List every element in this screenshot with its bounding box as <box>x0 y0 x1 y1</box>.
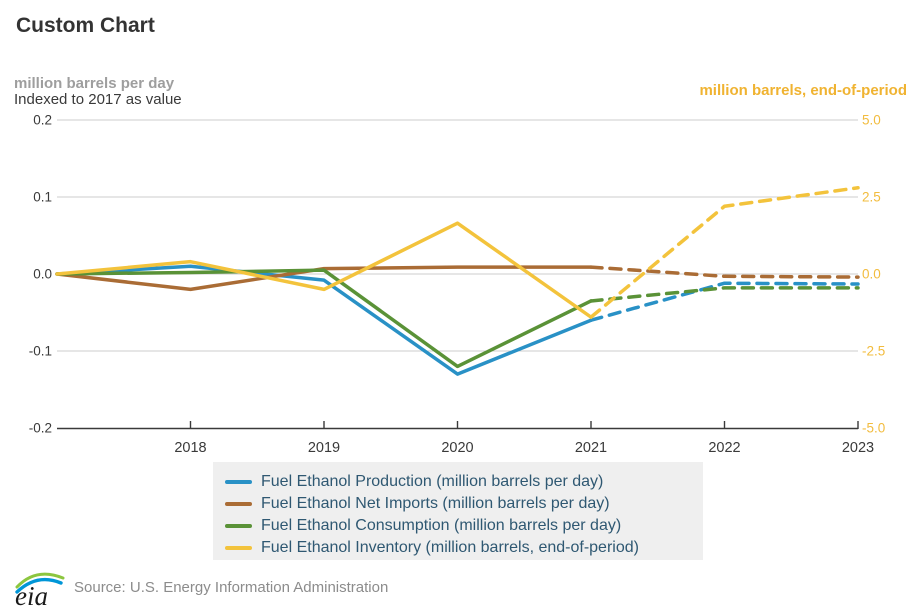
legend-item-net-imports[interactable]: Fuel Ethanol Net Imports (million barrel… <box>225 493 693 515</box>
left-axis-tick-label: -0.2 <box>29 421 52 436</box>
right-axis-tick-label: -2.5 <box>862 344 885 359</box>
page-title: Custom Chart <box>16 14 155 37</box>
chart-area: 2018 2019 2020 2021 2022 2023 0.2 0.1 0.0 -0.1 -0.… <box>29 113 886 457</box>
legend-label: Fuel Ethanol Net Imports (million barrel… <box>261 495 610 512</box>
series-line-net-imports-projection <box>589 265 860 279</box>
chart-legend: Fuel Ethanol Production (million barrels… <box>213 462 703 560</box>
legend-label: Fuel Ethanol Production (million barrels… <box>261 473 604 490</box>
right-axis-tick-label: 5.0 <box>862 113 881 128</box>
series-line-consumption-history <box>55 268 593 369</box>
footer: eia Source: U.S. Energy Information Admi… <box>14 566 388 608</box>
left-axis-header: million barrels per day Indexed to 2017 … <box>14 76 182 108</box>
net-imports-line-swatch <box>225 502 252 506</box>
series-line-inventory-projection <box>589 186 860 319</box>
legend-label: Fuel Ethanol Inventory (million barrels,… <box>261 539 639 556</box>
series-line-inventory-history <box>55 221 593 319</box>
x-tick-label: 2020 <box>441 440 473 456</box>
x-tick-label: 2021 <box>575 440 607 456</box>
eia-logo-green-arc <box>15 572 65 589</box>
series-line-consumption-projection <box>589 286 860 303</box>
left-axis-unit-label: million barrels per day <box>14 75 175 92</box>
line-chart: 2018 2019 2020 2021 2022 2023 0.2 0.1 0.0 -0.1 -0.… <box>29 113 886 457</box>
right-axis-tick-label: 0.0 <box>862 267 881 282</box>
legend-item-inventory[interactable]: Fuel Ethanol Inventory (million barrels,… <box>225 537 693 559</box>
left-axis-tick-label: 0.1 <box>33 190 52 205</box>
left-axis-tick-label: -0.1 <box>29 344 52 359</box>
source-text: Source: U.S. Energy Information Administ… <box>74 578 389 596</box>
series-line-production-projection <box>589 281 860 322</box>
legend-label: Fuel Ethanol Consumption (million barrel… <box>261 517 622 534</box>
legend-item-production[interactable]: Fuel Ethanol Production (million barrels… <box>225 471 693 493</box>
production-line-swatch <box>225 480 252 484</box>
eia-logo-blue-arc <box>15 577 63 594</box>
eia-logo-text: eia <box>15 581 48 608</box>
left-axis-sub-label: Indexed to 2017 as value <box>14 91 182 108</box>
inventory-line-swatch <box>225 546 252 550</box>
eia-logo: eia <box>15 572 65 608</box>
right-axis-tick-label: -5.0 <box>862 421 885 436</box>
legend-item-consumption[interactable]: Fuel Ethanol Consumption (million barrel… <box>225 515 693 537</box>
x-tick-label: 2019 <box>308 440 340 456</box>
right-axis-unit-label: million barrels, end-of-period <box>699 82 907 99</box>
left-axis-tick-label: 0.0 <box>33 267 52 282</box>
x-tick-label: 2023 <box>842 440 874 456</box>
left-axis-tick-label: 0.2 <box>33 113 52 128</box>
x-tick-label: 2022 <box>708 440 740 456</box>
consumption-line-swatch <box>225 524 252 528</box>
right-axis-tick-label: 2.5 <box>862 190 881 205</box>
x-tick-label: 2018 <box>174 440 206 456</box>
series-line-production-history <box>55 264 593 376</box>
